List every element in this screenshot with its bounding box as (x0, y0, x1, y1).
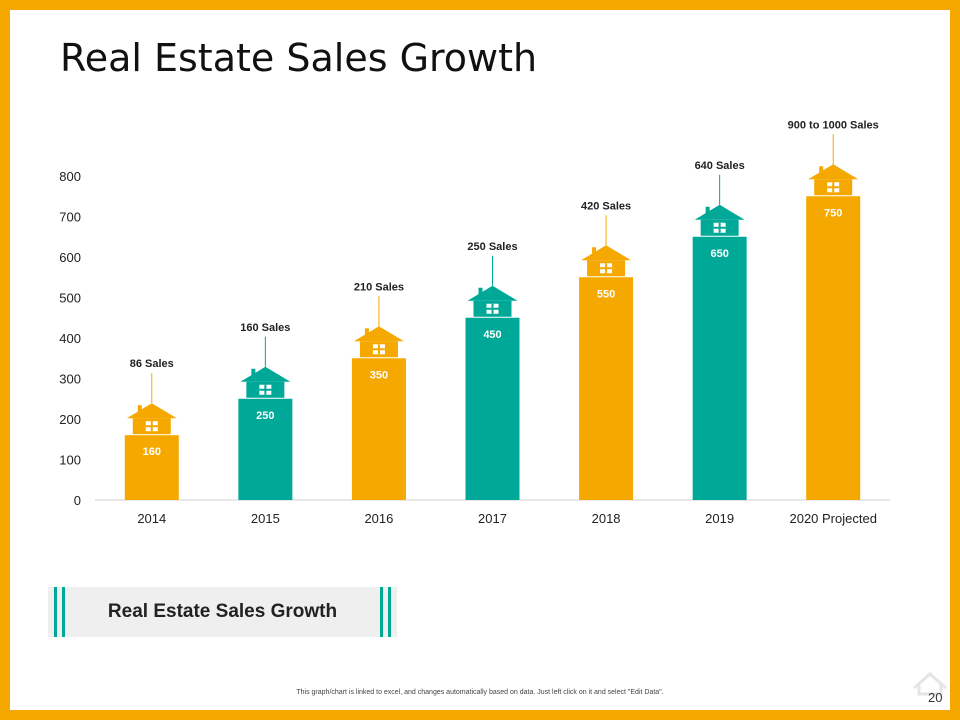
y-tick-label: 700 (59, 210, 81, 225)
bar-value-label: 650 (710, 248, 728, 260)
caption-box: Real Estate Sales Growth (48, 587, 397, 637)
sales-annotation: 160 Sales (240, 322, 290, 334)
bar-value-label: 450 (483, 329, 501, 341)
bar (351, 358, 406, 500)
house-roof-icon (808, 164, 859, 180)
house-roof-icon (694, 204, 745, 220)
bar-value-label: 250 (256, 410, 274, 422)
y-tick-label: 300 (59, 372, 81, 387)
sales-bar-chart: 0 100 200 300 400 500 600 700 800 160 2014 86 Sales… (59, 119, 890, 526)
house-chimney-icon (137, 405, 142, 414)
bar (124, 435, 179, 500)
x-tick-label: 2016 (364, 511, 393, 526)
page-number: 20 (928, 690, 943, 705)
y-tick-label: 100 (59, 453, 81, 468)
bar-value-label: 750 (824, 207, 842, 219)
bar-value-label: 160 (143, 446, 161, 458)
bar-value-label: 550 (597, 288, 615, 300)
y-tick-label: 400 (59, 331, 81, 346)
sales-annotation: 86 Sales (130, 358, 174, 370)
sales-annotation: 900 to 1000 Sales (788, 119, 879, 131)
x-tick-label: 2018 (592, 511, 621, 526)
slide: Real Estate Sales Growth 0 100 200 300 400 50… (10, 10, 950, 710)
x-tick-label: 2014 (137, 511, 166, 526)
sales-annotation: 210 Sales (354, 281, 404, 293)
home-icon (913, 672, 947, 696)
bar (692, 236, 747, 500)
sales-annotation: 420 Sales (581, 200, 631, 212)
bar-value-label: 350 (370, 369, 388, 381)
house-roof-icon (240, 366, 291, 382)
house-roof-icon (126, 403, 177, 419)
bar (806, 196, 861, 500)
x-tick-label: 2020 Projected (789, 511, 876, 526)
caption-left-stripe (54, 587, 57, 637)
bar (465, 317, 520, 500)
caption-right-stripe (380, 587, 383, 637)
x-tick-label: 2015 (251, 511, 280, 526)
slide-title: Real Estate Sales Growth (60, 36, 538, 80)
bar (579, 277, 634, 500)
y-tick-label: 0 (74, 493, 81, 508)
caption-text: Real Estate Sales Growth (107, 601, 338, 622)
sales-annotation: 640 Sales (695, 160, 745, 172)
y-tick-label: 600 (59, 250, 81, 265)
house-chimney-icon (592, 247, 597, 256)
sales-annotation: 250 Sales (467, 241, 517, 253)
x-tick-label: 2019 (705, 511, 734, 526)
house-chimney-icon (251, 368, 256, 377)
y-tick-label: 800 (59, 169, 81, 184)
house-chimney-icon (819, 166, 824, 175)
y-tick-label: 500 (59, 291, 81, 306)
house-chimney-icon (478, 287, 483, 296)
y-tick-label: 200 (59, 412, 81, 427)
x-tick-label: 2017 (478, 511, 507, 526)
bar (238, 398, 293, 500)
caption-right-stripe (388, 587, 391, 637)
house-roof-icon (353, 326, 404, 342)
house-chimney-icon (705, 206, 710, 215)
house-chimney-icon (364, 328, 369, 337)
house-roof-icon (581, 245, 632, 261)
footnote: This graph/chart is linked to excel, and… (296, 689, 664, 696)
house-roof-icon (467, 285, 518, 301)
caption-left-stripe (62, 587, 65, 637)
